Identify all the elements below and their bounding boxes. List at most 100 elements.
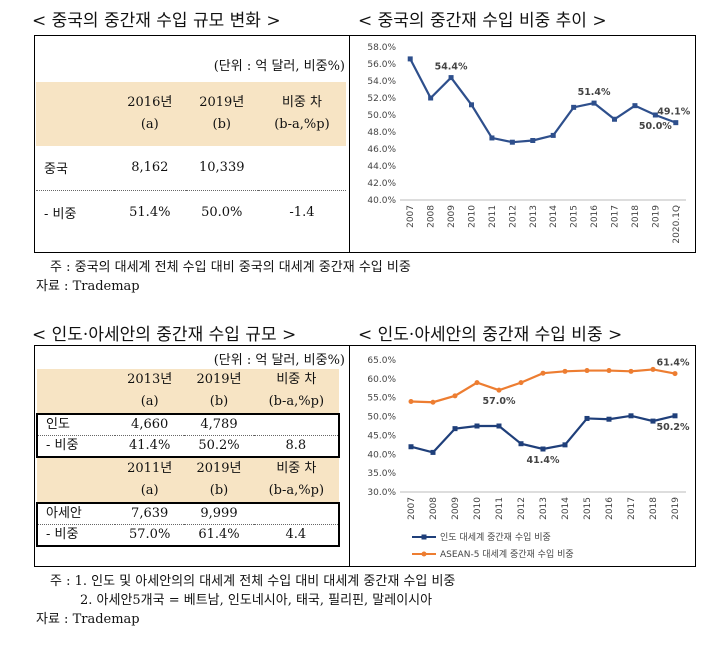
chart: 30.0% 35.0% 40.0% 45.0% 50.0% 55.0% 60.0% 65.0%… — [367, 356, 690, 560]
cell: (b) — [184, 391, 254, 414]
marker — [540, 370, 546, 376]
y-tick-label: 60.0% — [367, 375, 396, 385]
marker — [562, 442, 568, 448]
cell: (b) — [212, 117, 231, 132]
marker — [612, 116, 617, 122]
y-tick-label: 58.0% — [367, 43, 396, 53]
cell: 4,789 — [200, 417, 238, 432]
table: 2016년 (a) 2019년 (b) 비중 차 (b-a,%p) 중국 8,162 10… — [36, 82, 346, 234]
row: - 비중 51.4% 50.0% -1.4 — [36, 189, 346, 234]
legend-label: 인도 대세계 중간재 수입 비중 — [440, 531, 551, 543]
legend-label: ASEAN-5 대세계 중간재 수입 비중 — [440, 548, 574, 560]
header-cell: 2016년 (a) — [114, 82, 186, 146]
data-label: 50.2% — [657, 422, 690, 433]
cell: 2016년 — [127, 95, 173, 110]
cell: 9,999 — [200, 506, 238, 521]
marker — [408, 398, 414, 404]
y-tick-label: 55.0% — [367, 394, 396, 404]
cell: 4,660 — [131, 417, 169, 432]
y-tick-label: 50.0% — [367, 413, 396, 423]
cell: 2019년 — [184, 369, 254, 391]
marker — [407, 56, 413, 62]
cell: 10,339 — [199, 160, 245, 176]
note: 주 : 1. 인도 및 아세안의의 대세계 전체 수입 대비 대세계 중간재 수… — [50, 574, 456, 589]
cell: (b-a,%p) — [253, 391, 339, 414]
data-label: 51.4% — [578, 87, 611, 98]
marker — [428, 95, 434, 101]
x-tick-label: 2017 — [611, 205, 621, 228]
cell: 2019년 — [184, 457, 254, 480]
marker — [673, 120, 679, 126]
marker — [530, 138, 536, 143]
marker — [430, 399, 436, 405]
cell: 4.4 — [253, 524, 339, 546]
cell: 2019년 — [199, 95, 245, 110]
legend-marker — [421, 534, 427, 540]
data-label: 41.4% — [527, 455, 560, 466]
y-tick-label: 35.0% — [367, 469, 396, 479]
x-tick-label: 2019 — [671, 497, 681, 520]
cell: 인도 — [46, 417, 70, 432]
x-tick-label: 2013 — [539, 497, 549, 520]
row: 중국 8,162 10,339 — [36, 146, 346, 190]
table: 2013년 2019년 비중 차 (a) (b) (b-a,%p) 인도 4,660 4,7… — [36, 369, 340, 547]
chart-title: < 중국의 중간재 수입 비중 추이 > — [358, 11, 607, 31]
cell: 50.2% — [184, 435, 254, 457]
cell: 50.0% — [185, 189, 258, 234]
y-tick-label: 54.0% — [367, 77, 396, 87]
y-tick-label: 40.0% — [367, 450, 396, 460]
x-tick-label: 2015 — [570, 205, 580, 228]
data-label: 57.0% — [483, 396, 516, 407]
cell: (a) — [115, 480, 185, 503]
cell: 비중 차 — [253, 457, 339, 480]
cell: 41.4% — [115, 435, 185, 457]
marker — [652, 112, 658, 118]
cell: 8,162 — [131, 160, 169, 176]
line — [409, 58, 677, 144]
cell: - 비중 — [37, 435, 115, 457]
y-tick-label: 50.0% — [367, 111, 396, 121]
x-tick-label: 2010 — [468, 205, 478, 228]
x-tick-label: 2019 — [651, 205, 661, 228]
marker — [650, 418, 656, 424]
row: 인도 4,660 4,789 — [37, 414, 339, 436]
cell: 61.4% — [184, 524, 254, 546]
y-tick-label: 65.0% — [367, 356, 396, 366]
x-tick-label: 2012 — [517, 497, 527, 520]
x-tick-label: 2007 — [406, 205, 416, 228]
chart: 40.0% 42.0% 44.0% 46.0% 48.0% 50.0% 52.0% 54.0%… — [367, 43, 690, 244]
data-label: 54.4% — [435, 62, 468, 73]
x-tick-label: 2020.1Q — [672, 205, 682, 244]
marker — [628, 368, 634, 374]
note: 주 : 중국의 대세계 전체 수입 대비 중국의 대세계 중간재 수입 비중 — [50, 260, 411, 275]
x-tick-label: 2013 — [529, 205, 539, 228]
data-label: 50.0% — [639, 121, 672, 132]
data-label: 49.1% — [657, 107, 690, 118]
row: - 비중 57.0% 61.4% 4.4 — [37, 524, 339, 546]
marker — [469, 102, 474, 108]
marker — [632, 103, 638, 109]
marker — [489, 135, 495, 141]
x-tick-label: 2011 — [495, 497, 505, 520]
marker — [550, 132, 556, 138]
section-title: < 인도·아세안의 중간재 수입 규모 > — [32, 325, 297, 345]
marker — [562, 368, 568, 374]
marker — [628, 413, 634, 419]
cell: 51.4% — [114, 189, 186, 234]
x-tick-label: 2009 — [447, 205, 457, 228]
x-tick-label: 2016 — [605, 497, 615, 520]
y-tick-label: 44.0% — [367, 162, 396, 172]
marker — [672, 413, 678, 419]
header-row: 2016년 (a) 2019년 (b) 비중 차 (b-a,%p) — [36, 82, 346, 146]
marker — [448, 75, 454, 81]
marker — [408, 444, 414, 450]
y-tick-label: 48.0% — [367, 128, 396, 138]
source: 자료 : Trademap — [36, 612, 140, 627]
x-tick-label: 2012 — [508, 205, 518, 228]
panel — [34, 35, 696, 253]
source: 자료 : Trademap — [36, 279, 140, 294]
marker — [518, 380, 524, 386]
marker — [591, 100, 597, 106]
marker — [452, 393, 458, 399]
